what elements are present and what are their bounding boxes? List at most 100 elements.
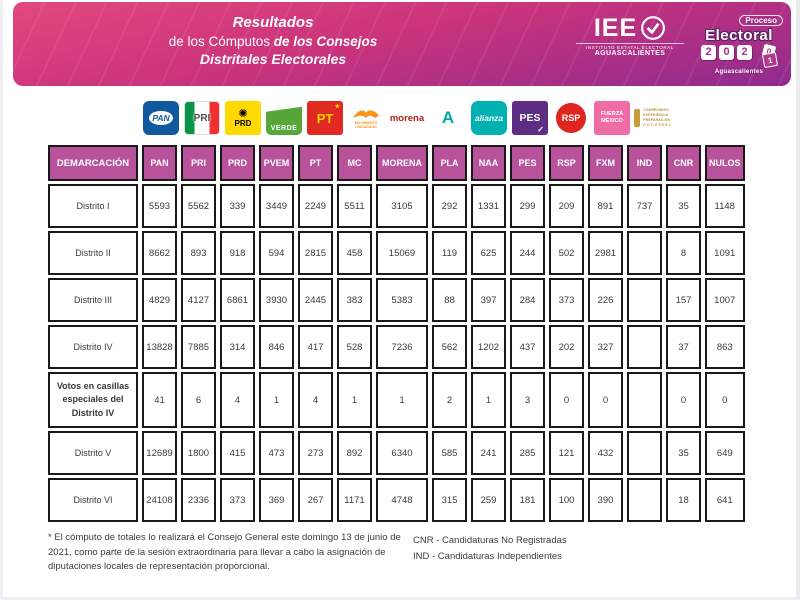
column-header-rsp: RSP bbox=[549, 145, 584, 181]
table-cell bbox=[627, 325, 662, 369]
year-dice: 2 0 2 0 1 bbox=[681, 43, 791, 69]
iee-checkmark-icon bbox=[641, 16, 666, 40]
table-cell: 15069 bbox=[376, 231, 428, 275]
table-cell: 1171 bbox=[337, 478, 372, 522]
table-cell: 7885 bbox=[181, 325, 216, 369]
table-cell: 846 bbox=[259, 325, 294, 369]
table-cell: 6340 bbox=[376, 431, 428, 475]
footnote-computo: * El cómputo de totales lo realizará el … bbox=[48, 532, 401, 573]
table-cell: 649 bbox=[705, 431, 745, 475]
column-header-mc: MC bbox=[337, 145, 372, 181]
table-cell: 4829 bbox=[142, 278, 177, 322]
party-logo-mc: MOVIMIENTO CIUDADANO bbox=[348, 101, 384, 135]
column-header-pri: PRI bbox=[181, 145, 216, 181]
table-cell: 892 bbox=[337, 431, 372, 475]
party-logo-fuerza-mexico: FUERZA MÉXICO bbox=[594, 101, 630, 135]
table-cell: 315 bbox=[432, 478, 467, 522]
iee-logo: IEE INSTITUTO ESTATAL ELECTORAL AGUASCAL… bbox=[576, 15, 684, 57]
party-logo-pla: A bbox=[430, 101, 466, 135]
party-logo-morena: morena bbox=[389, 101, 425, 135]
iee-acronym: IEE bbox=[593, 13, 638, 42]
row-label: Distrito V bbox=[48, 431, 138, 475]
table-cell: 18 bbox=[666, 478, 701, 522]
row-label: Distrito IV bbox=[48, 325, 138, 369]
table-row: Distrito I 5593 5562 339 3449 2249 5511 3105 292… bbox=[48, 184, 745, 228]
table-cell: 181 bbox=[510, 478, 545, 522]
row-label: Distrito VI bbox=[48, 478, 138, 522]
table-cell: 1148 bbox=[705, 184, 745, 228]
abbreviation-cnr: CNR - Candidaturas No Registradas bbox=[413, 535, 567, 546]
column-header-morena: MORENA bbox=[376, 145, 428, 181]
table-cell: 458 bbox=[337, 231, 372, 275]
table-cell: 737 bbox=[627, 184, 662, 228]
column-header-prd: PRD bbox=[220, 145, 255, 181]
table-cell: 226 bbox=[588, 278, 623, 322]
table-cell: 1800 bbox=[181, 431, 216, 475]
header-banner: Resultados de los Cómputos de los Consej… bbox=[13, 2, 791, 86]
table-cell: 284 bbox=[510, 278, 545, 322]
table-cell: 585 bbox=[432, 431, 467, 475]
column-header-pes: PES bbox=[510, 145, 545, 181]
table-cell bbox=[627, 478, 662, 522]
table-cell: 1007 bbox=[705, 278, 745, 322]
table-cell: 397 bbox=[471, 278, 506, 322]
party-logos-row: PAN PRI ✺ PRD VERDE PT ★ MOVIMIENTO CIUDAD… bbox=[143, 99, 671, 135]
row-label: Distrito I bbox=[48, 184, 138, 228]
table-cell: 3105 bbox=[376, 184, 428, 228]
table-cell: 0 bbox=[549, 372, 584, 428]
electoral-word: Electoral bbox=[705, 27, 773, 44]
table-cell: 299 bbox=[510, 184, 545, 228]
table-cell: 13828 bbox=[142, 325, 177, 369]
party-logo-nueva-alianza: alianza bbox=[471, 101, 507, 135]
table-row: Votos en casillas especiales del Distrit… bbox=[48, 372, 745, 428]
table-cell: 390 bbox=[588, 478, 623, 522]
table-cell: 7236 bbox=[376, 325, 428, 369]
table-cell: 6861 bbox=[220, 278, 255, 322]
table-cell: 1 bbox=[259, 372, 294, 428]
party-logo-prd: ✺ PRD bbox=[225, 101, 261, 135]
table-cell: 8 bbox=[666, 231, 701, 275]
row-label: Votos en casillas especiales del Distrit… bbox=[48, 372, 138, 428]
rolling-die-icon: 0 1 bbox=[757, 43, 779, 69]
row-label: Distrito II bbox=[48, 231, 138, 275]
table-cell: 528 bbox=[337, 325, 372, 369]
column-header-pan: PAN bbox=[142, 145, 177, 181]
column-header-ind: IND bbox=[627, 145, 662, 181]
party-logo-rsp: RSP bbox=[553, 101, 589, 135]
die-digit: 2 bbox=[737, 45, 752, 60]
party-logo-pvem: VERDE bbox=[266, 101, 302, 135]
table-cell: 35 bbox=[666, 431, 701, 475]
table-cell: 41 bbox=[142, 372, 177, 428]
proceso-state: Aguascalientes bbox=[714, 69, 764, 75]
table-cell: 1 bbox=[471, 372, 506, 428]
table-cell: 100 bbox=[549, 478, 584, 522]
table-cell: 4 bbox=[298, 372, 333, 428]
independent-candidate-logo: COMPROMISO EXPERIENCIA PREPARACIÓN GUTIÉ… bbox=[634, 101, 671, 135]
table-cell: 863 bbox=[705, 325, 745, 369]
table-cell: 209 bbox=[549, 184, 584, 228]
table-cell: 2249 bbox=[298, 184, 333, 228]
table-row: Distrito IV 13828 7885 314 846 417 528 7236 562 1… bbox=[48, 325, 745, 369]
table-cell bbox=[627, 231, 662, 275]
table-cell bbox=[627, 372, 662, 428]
table-cell: 202 bbox=[549, 325, 584, 369]
table-cell: 1091 bbox=[705, 231, 745, 275]
table-cell: 415 bbox=[220, 431, 255, 475]
iee-state: AGUASCALIENTES bbox=[594, 50, 666, 57]
prd-sun-icon: ✺ bbox=[238, 107, 248, 120]
table-cell: 918 bbox=[220, 231, 255, 275]
table-cell: 37 bbox=[666, 325, 701, 369]
table-header-row: DEMARCACIÓN PAN PRI PRD PVEM PT MC MORENA PLA NAA… bbox=[48, 145, 745, 181]
abbreviations: CNR - Candidaturas No Registradas IND - … bbox=[413, 533, 567, 565]
table-cell: 641 bbox=[705, 478, 745, 522]
table-cell: 373 bbox=[549, 278, 584, 322]
table-cell bbox=[627, 278, 662, 322]
table-cell: 285 bbox=[510, 431, 545, 475]
table-cell: 5511 bbox=[337, 184, 372, 228]
table-cell: 24108 bbox=[142, 478, 177, 522]
table-cell: 119 bbox=[432, 231, 467, 275]
table-cell: 2981 bbox=[588, 231, 623, 275]
table-cell: 292 bbox=[432, 184, 467, 228]
table-cell: 339 bbox=[220, 184, 255, 228]
